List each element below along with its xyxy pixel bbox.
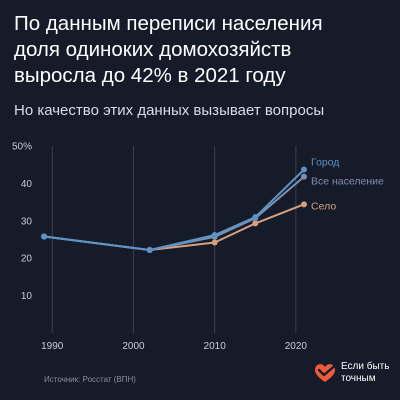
data-point <box>211 239 218 246</box>
title-line-1: По данным переписи населения <box>14 12 323 35</box>
data-point <box>301 166 307 173</box>
series-label: Все население <box>311 176 384 188</box>
brand-line-1: Если быть <box>341 361 390 372</box>
x-tick-label: 2010 <box>204 341 227 352</box>
y-tick-label: 10 <box>21 291 33 302</box>
x-tick-label: 2000 <box>122 341 145 352</box>
chart-subtitle: Но качество этих данных вызывает вопросы <box>14 102 325 119</box>
heart-check-icon <box>315 361 340 382</box>
y-tick-label: 40 <box>21 179 33 190</box>
series-label: Село <box>311 200 336 212</box>
series-label: Город <box>311 157 339 169</box>
title-line-3: выросла до 42% в 2021 году <box>14 64 286 87</box>
x-tick-label: 2020 <box>285 341 308 352</box>
data-point <box>146 246 153 253</box>
brand-name: Если быть точным <box>341 361 389 385</box>
y-tick-label: 30 <box>21 216 33 227</box>
brand-line-2: точным <box>341 373 376 384</box>
data-point <box>252 214 259 221</box>
data-point <box>301 173 307 180</box>
y-tick-label: 50% <box>12 142 32 153</box>
data-point <box>211 232 218 239</box>
x-tick-label: 1990 <box>41 341 64 352</box>
source-note: Источник: Росстат (ВПН) <box>44 375 136 384</box>
data-point <box>301 201 307 208</box>
series-line <box>43 175 305 251</box>
chart-title: По данным переписи населения доля одинок… <box>14 11 386 89</box>
title-line-2: доля одиноких домохозяйств <box>14 38 292 61</box>
data-point <box>252 220 259 227</box>
data-point <box>41 233 48 240</box>
y-tick-label: 20 <box>21 254 33 265</box>
